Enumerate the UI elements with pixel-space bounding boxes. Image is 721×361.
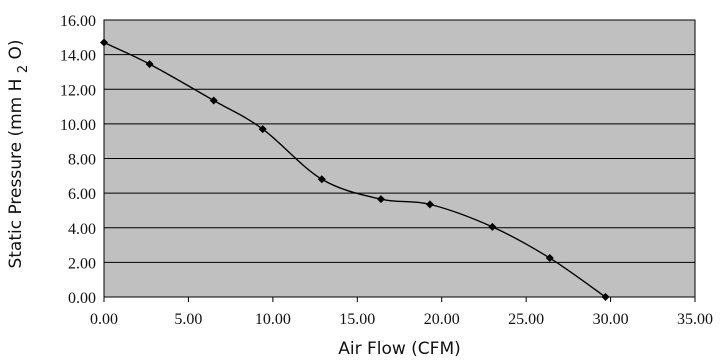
series-line (103, 41, 606, 298)
y-tick-label-0: 0.00 (68, 290, 96, 307)
x-tick-label-4: 20.00 (424, 311, 460, 328)
data-point-4 (317, 175, 326, 184)
y-axis-label: Static Pressure (mm H 2 O) (6, 39, 32, 268)
y-tick-label-1: 2.00 (68, 255, 96, 272)
series-points (100, 38, 610, 301)
y-tick-label-4: 8.00 (68, 152, 96, 169)
data-point-9 (601, 293, 610, 301)
data-point-2 (209, 96, 218, 105)
data-point-7 (488, 222, 497, 231)
data-point-5 (376, 195, 385, 204)
x-tick-label-0: 0.00 (90, 311, 118, 328)
y-tick-label-5: 10.00 (60, 117, 96, 134)
y-axis-label-main: Static Pressure (mm H (6, 79, 26, 269)
x-tick-label-6: 30.00 (593, 311, 629, 328)
x-tick-label-3: 15.00 (339, 311, 375, 328)
grid-lines (104, 54, 695, 263)
x-tick-labels: 0.00 5.00 10.00 15.00 20.00 25.00 30.00 35.00 (90, 311, 713, 328)
y-tick-label-6: 12.00 (60, 82, 96, 99)
x-tick-marks (103, 297, 696, 302)
x-tick-label-1: 5.00 (174, 311, 202, 328)
y-tick-label-7: 14.00 (60, 48, 96, 65)
data-point-8 (545, 254, 554, 263)
data-point-3 (258, 125, 267, 134)
x-tick-label-5: 25.00 (508, 311, 544, 328)
x-axis-label: Air Flow (CFM) (338, 339, 461, 359)
data-point-0 (100, 38, 108, 47)
x-tick-label-7: 35.00 (677, 311, 713, 328)
y-axis-label-end: O) (6, 39, 26, 59)
y-axis-label-sub: 2 (16, 65, 31, 73)
data-point-1 (145, 60, 154, 69)
y-tick-label-3: 6.00 (68, 186, 96, 203)
y-tick-label-8: 16.00 (60, 13, 96, 30)
y-tick-label-2: 4.00 (68, 221, 96, 238)
y-tick-labels: 0.00 2.00 4.00 6.00 8.00 10.00 12.00 14.00 16.00 (60, 13, 96, 307)
x-tick-label-2: 10.00 (255, 311, 291, 328)
data-point-6 (425, 200, 434, 209)
